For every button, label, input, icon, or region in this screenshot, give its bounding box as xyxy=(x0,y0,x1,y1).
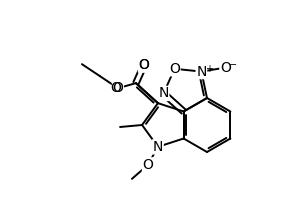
Text: O: O xyxy=(112,81,123,95)
Text: +: + xyxy=(205,64,213,74)
Text: N: N xyxy=(153,140,163,154)
Text: O: O xyxy=(142,158,153,172)
Text: O: O xyxy=(111,81,121,95)
Text: N: N xyxy=(196,65,206,79)
Text: O: O xyxy=(138,58,149,72)
Text: O: O xyxy=(138,58,149,72)
Text: −: − xyxy=(230,60,237,70)
Text: O: O xyxy=(220,61,231,75)
Text: O: O xyxy=(169,62,180,76)
Text: N: N xyxy=(158,86,169,100)
